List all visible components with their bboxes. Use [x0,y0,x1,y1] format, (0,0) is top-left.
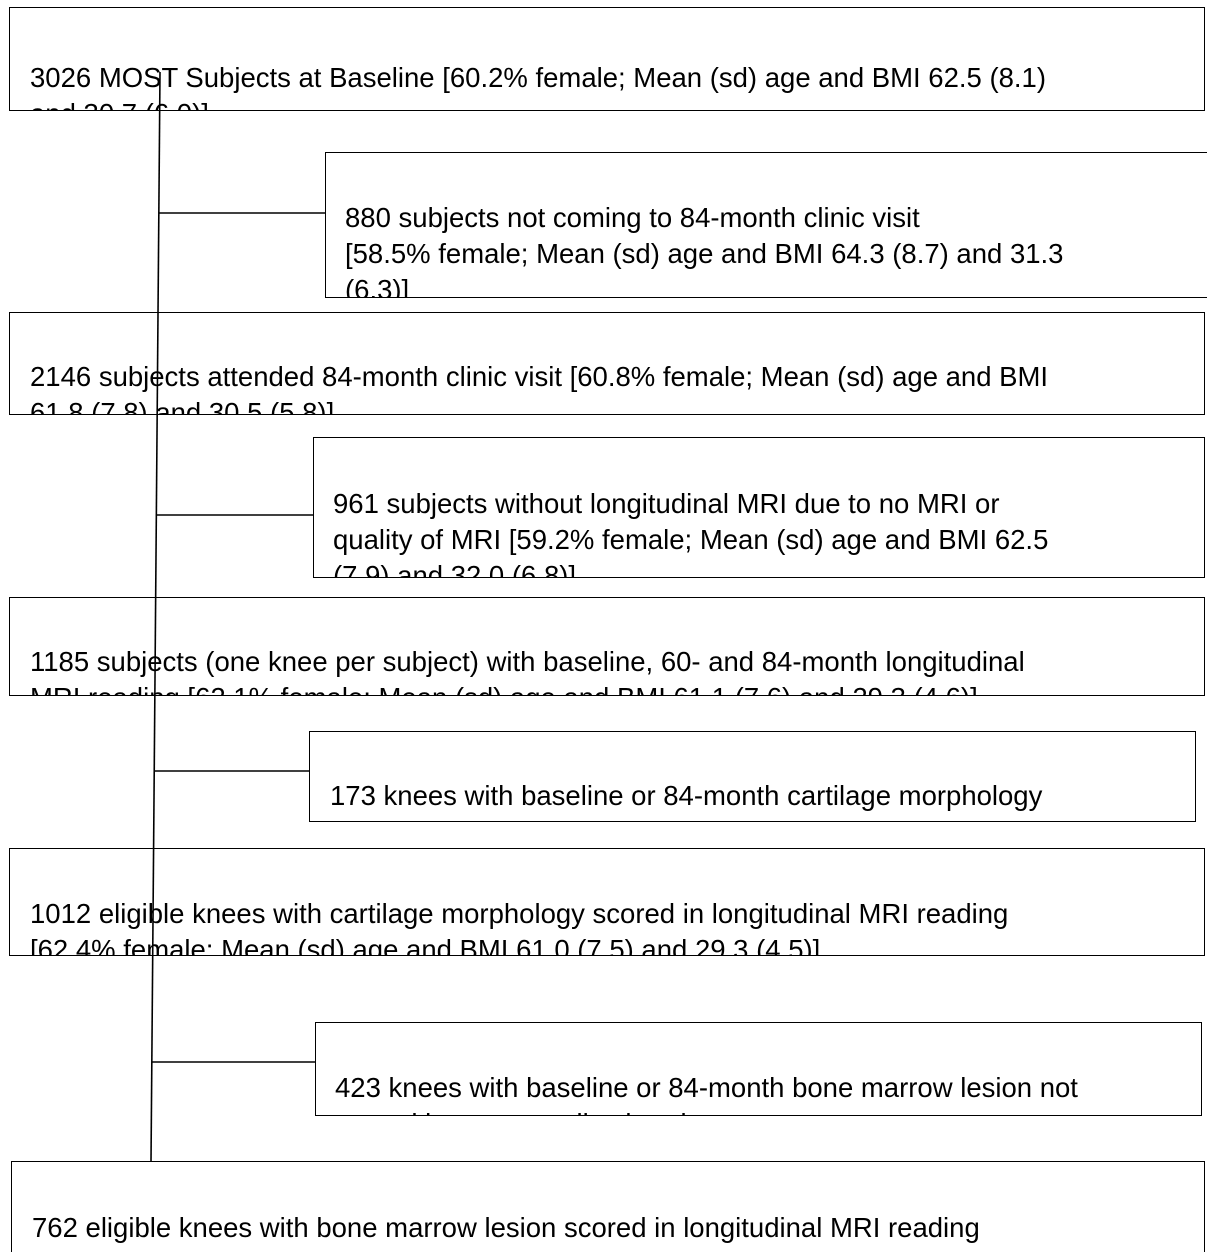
baseline-text: 3026 MOST Subjects at Baseline [60.2% fe… [30,62,1047,110]
excluded-clinic-text: 880 subjects not coming to 84-month clin… [345,202,1064,298]
excluded-bml-box: 423 knees with baseline or 84-month bone… [315,1022,1202,1116]
excluded-mri-box: 961 subjects without longitudinal MRI du… [313,437,1205,578]
excluded-bml-text: 423 knees with baseline or 84-month bone… [335,1072,1078,1115]
bml-box: 762 eligible knees with bone marrow lesi… [11,1161,1205,1252]
baseline-box: 3026 MOST Subjects at Baseline [60.2% fe… [9,7,1205,111]
bml-text: 762 eligible knees with bone marrow lesi… [32,1212,980,1252]
excluded-cartilage-box: 173 knees with baseline or 84-month cart… [309,731,1196,822]
excluded-cartilage-text: 173 knees with baseline or 84-month cart… [330,780,1043,821]
cartilage-box: 1012 eligible knees with cartilage morph… [9,848,1205,956]
attended-box: 2146 subjects attended 84-month clinic v… [9,312,1205,415]
longitudinal-box: 1185 subjects (one knee per subject) wit… [9,597,1205,696]
excluded-mri-text: 961 subjects without longitudinal MRI du… [333,488,1049,578]
excluded-clinic-box: 880 subjects not coming to 84-month clin… [325,152,1207,298]
cartilage-text: 1012 eligible knees with cartilage morph… [30,898,1009,956]
attended-text: 2146 subjects attended 84-month clinic v… [30,361,1049,415]
longitudinal-text: 1185 subjects (one knee per subject) wit… [30,646,1025,695]
